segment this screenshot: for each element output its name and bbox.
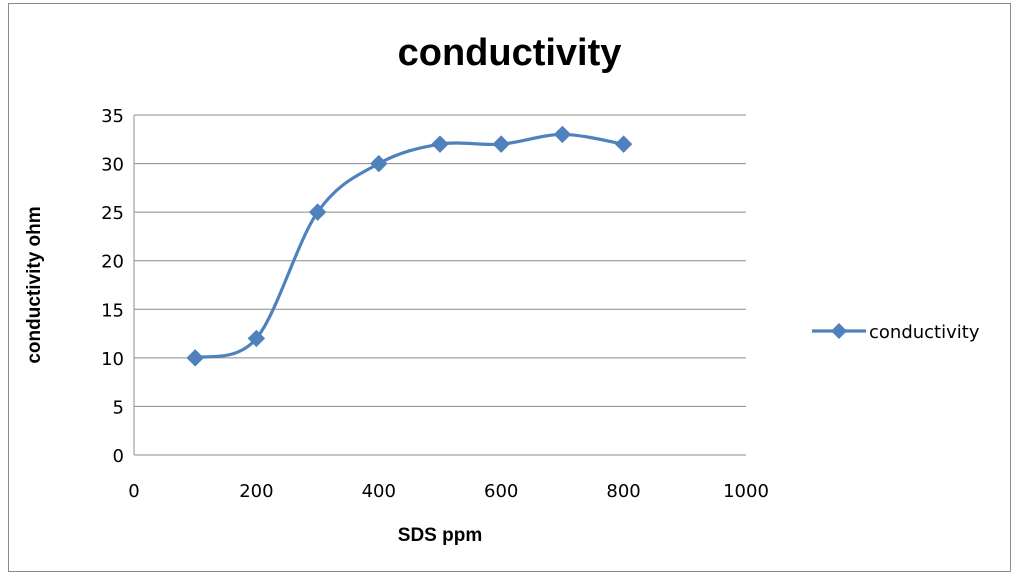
data-point [614,135,633,153]
x-tick-label: 0 [128,481,139,502]
y-tick-label: 35 [101,106,124,127]
axes [133,115,746,456]
data-point [370,154,388,173]
x-tick-label: 400 [362,481,396,502]
legend-label: conductivity [869,322,980,343]
data-point [247,329,266,348]
tick-labels: 0 5 10 15 20 25 30 35 0 200 400 600 800 1000 [101,106,769,502]
y-tick-label: 5 [113,397,124,418]
data-point [308,203,327,221]
x-tick-label: 1000 [723,481,769,502]
x-tick-label: 600 [484,481,518,502]
y-axis-title: conductivity ohm [24,206,45,363]
grid-lines [134,114,746,407]
x-axis-title: SDS ppm [398,525,482,546]
series-line-0 [194,132,624,360]
series-layer [186,125,633,367]
y-tick-label: 30 [101,155,124,176]
chart-title: conductivity [397,32,622,74]
x-tick-label: 800 [606,481,640,502]
data-point [186,349,204,367]
x-tick-label: 200 [239,481,273,502]
legend: conductivity [812,322,980,343]
data-point [492,135,510,153]
data-point [431,135,449,153]
y-tick-label: 0 [113,446,124,467]
y-tick-label: 15 [101,300,124,321]
y-tick-label: 20 [101,252,124,273]
y-tick-label: 10 [101,349,124,370]
data-point [553,125,572,144]
legend-marker [831,323,847,339]
chart-area: conductivity [8,3,1011,572]
y-tick-label: 25 [101,203,124,224]
